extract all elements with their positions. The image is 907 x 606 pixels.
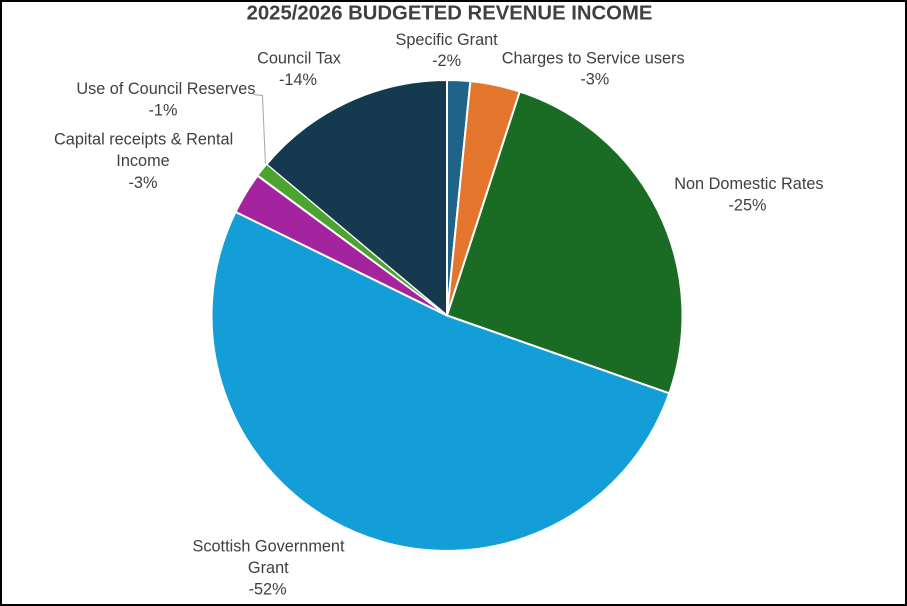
svg-text:Grant: Grant [248,559,289,577]
svg-text:-3%: -3% [580,71,609,89]
svg-text:Use of Council Reserves: Use of Council Reserves [76,80,255,98]
svg-text:Council Tax: Council Tax [257,50,341,68]
svg-text:Charges to Service users: Charges to Service users [502,50,685,68]
svg-text:-3%: -3% [129,174,158,192]
svg-text:-1%: -1% [149,101,178,119]
svg-text:-2%: -2% [432,52,461,70]
svg-text:Income: Income [116,152,169,170]
svg-text:-25%: -25% [728,196,766,214]
svg-text:Scottish Government: Scottish Government [192,537,345,555]
svg-text:-52%: -52% [249,581,287,599]
svg-text:Specific Grant: Specific Grant [395,31,498,49]
svg-text:Non Domestic Rates: Non Domestic Rates [674,175,823,193]
svg-text:2025/2026 BUDGETED REVENUE INC: 2025/2026 BUDGETED REVENUE INCOME [247,3,653,25]
svg-text:Capital receipts & Rental: Capital receipts & Rental [54,131,233,149]
svg-text:-14%: -14% [279,71,317,89]
